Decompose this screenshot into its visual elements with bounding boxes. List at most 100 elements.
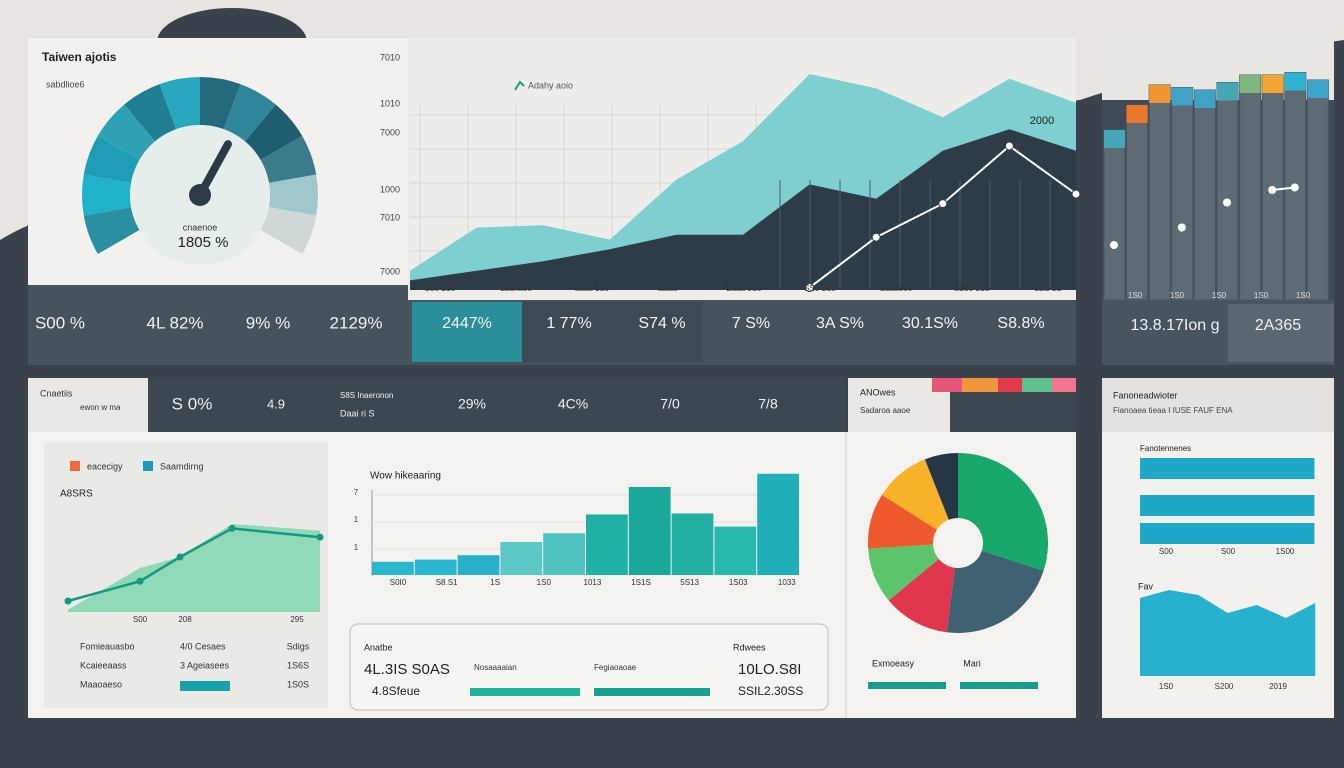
bar-cap: [1194, 90, 1216, 108]
label: 4.9: [267, 396, 285, 411]
label: S0I0: [390, 578, 407, 587]
label: S 0%: [172, 394, 213, 413]
area: [1140, 590, 1316, 676]
gauge-segment: [82, 174, 132, 216]
label: 1000: [380, 184, 400, 194]
label: eacecigy: [87, 461, 123, 471]
label: Sadaroa aaoe: [860, 406, 911, 415]
progress: [594, 688, 710, 696]
label: 1S03: [729, 578, 748, 587]
label: aS00 1S0: [954, 284, 990, 293]
label: 7010: [380, 52, 400, 62]
bar-cap: [1171, 87, 1193, 106]
point: [1268, 186, 1277, 194]
point: [1110, 241, 1118, 249]
bar: [1140, 495, 1315, 516]
strip: [28, 378, 846, 432]
label: ewon w ma: [80, 403, 121, 412]
highlight: [412, 302, 522, 362]
label: 1S0: [1128, 291, 1143, 300]
label: S00 %: [35, 313, 85, 332]
label: 1013: [584, 578, 602, 587]
label: 9% %: [246, 313, 290, 332]
pie-slice: [946, 543, 1044, 633]
label: 10LO.S8I: [738, 661, 801, 678]
bar: [1216, 82, 1239, 301]
label: 3A S%: [816, 315, 864, 332]
label: 1S0: [537, 578, 552, 587]
bar: [1306, 79, 1329, 301]
bar: [543, 533, 585, 575]
label: 1S0: [1254, 291, 1269, 300]
label: 1S0S: [287, 679, 309, 689]
gauge-segment: [124, 84, 177, 142]
gauge-segment: [244, 104, 303, 160]
bar: [1148, 84, 1171, 301]
legend-bar: [868, 682, 946, 689]
point: [136, 577, 144, 585]
bar: [500, 542, 543, 575]
label: 1S0: [1159, 682, 1174, 691]
gauge-segment: [97, 104, 156, 160]
point: [316, 533, 324, 541]
label: 7/0: [660, 396, 680, 412]
label: 7 S%: [732, 315, 770, 332]
bar-cap: [1307, 80, 1329, 98]
pie-slice: [888, 543, 958, 633]
gauge-segment: [260, 207, 317, 254]
gauge-segment: [268, 174, 318, 216]
label: 1033: [778, 578, 796, 587]
highlight: [522, 302, 702, 362]
label: ataao: [658, 284, 679, 293]
point: [1004, 141, 1014, 151]
label: S8S Inaeronon: [340, 391, 393, 400]
bar-cap: [1104, 130, 1125, 148]
label: SS0 1S0: [804, 284, 836, 293]
label: 2447%: [442, 315, 492, 332]
label: 1S00: [1276, 547, 1295, 556]
gauge-segment: [83, 207, 140, 254]
point: [176, 553, 184, 561]
point: [1071, 189, 1081, 199]
label: 1010: [380, 98, 400, 108]
label: 4/0 Cesaes: [180, 641, 226, 651]
gauge-segment: [200, 77, 241, 130]
point: [805, 283, 815, 293]
bar: [628, 487, 671, 575]
color-stripe: [932, 378, 1076, 392]
label: 1S0: [1170, 291, 1185, 300]
label: S8.8%: [997, 315, 1044, 332]
label: Daai ri S: [340, 408, 375, 418]
bar: [1103, 129, 1126, 301]
label: 1S6S: [287, 660, 309, 670]
card-header: [1102, 378, 1334, 432]
label: 4.8Sfeue: [372, 684, 420, 698]
label: 1ES 1S: [1034, 284, 1061, 293]
legend-swatch: [143, 461, 153, 471]
label: 2000: [1030, 115, 1054, 127]
label: Maaoaeso: [80, 679, 122, 689]
bar-cap: [1262, 75, 1284, 93]
point: [938, 199, 948, 209]
bar: [1239, 74, 1262, 301]
label: 208: [178, 615, 192, 624]
gauge-segment: [83, 136, 140, 183]
point: [1223, 198, 1231, 207]
gauge-segment: [159, 77, 200, 130]
label: Kcaieeaass: [80, 660, 127, 670]
label: A8SRS: [60, 489, 93, 500]
label: 3 Ageiasees: [180, 660, 230, 670]
label: 29%: [458, 396, 486, 412]
label: Taiwen ajotis: [42, 50, 117, 64]
bar: [714, 526, 757, 575]
label: Eaaaooe: [880, 284, 913, 293]
label: 7000: [380, 266, 400, 276]
label: Fav: [1138, 581, 1154, 591]
label: Rdwees: [733, 642, 766, 652]
bar: [457, 555, 500, 575]
label: Nosaaaaian: [474, 663, 517, 672]
label: 1805 %: [178, 234, 229, 251]
point: [1290, 183, 1299, 192]
label: S74 %: [638, 315, 685, 332]
label: 1 77%: [546, 315, 591, 332]
